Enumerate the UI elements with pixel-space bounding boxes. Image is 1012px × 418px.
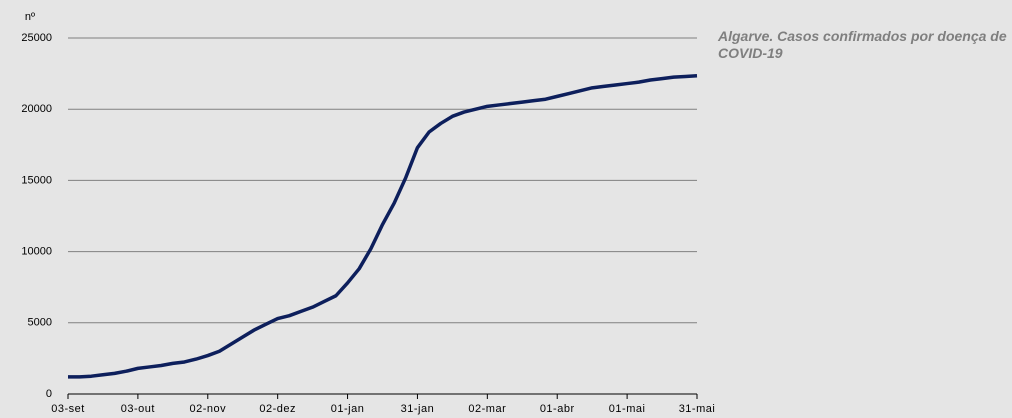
data-line	[68, 73, 698, 379]
x-tick-label: 03-out	[121, 403, 155, 415]
y-tick-label: 25000	[21, 32, 52, 44]
y-axis-label: nº	[25, 11, 35, 23]
y-tick-label: 20000	[21, 103, 52, 115]
x-tick-label: 01-mai	[609, 403, 646, 415]
x-tick-label: 03-set	[51, 403, 85, 415]
y-tick-label: 0	[46, 388, 52, 400]
y-tick-label: 15000	[21, 174, 52, 186]
y-tick-label: 10000	[21, 246, 52, 258]
x-tick-label: 02-mar	[468, 403, 506, 415]
y-tick-label: 5000	[28, 317, 52, 329]
x-tick-label: 31-jan	[401, 403, 435, 415]
chart-title: Algarve. Casos confirmados por doença de…	[718, 28, 1007, 61]
x-tick-label: 02-dez	[259, 403, 296, 415]
x-tick-label: 01-abr	[540, 403, 575, 415]
x-tick-label: 01-jan	[331, 403, 365, 415]
x-tick-label: 02-nov	[189, 403, 226, 415]
x-tick-label: 31-mai	[679, 403, 716, 415]
